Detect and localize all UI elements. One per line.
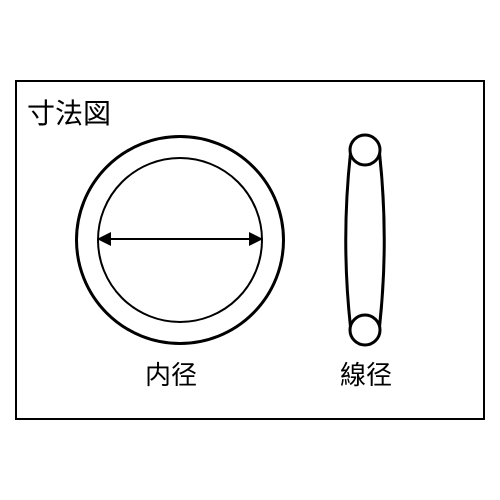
side-left-arc (346, 153, 351, 327)
side-bottom-circle (350, 315, 380, 345)
diagram-title: 寸法図 (27, 92, 111, 132)
oring-side-view (335, 133, 395, 347)
side-top-circle (350, 135, 380, 165)
inner-diameter-label: 内径 (145, 355, 197, 392)
inner-diameter-dimension-line (99, 238, 261, 240)
side-view-svg (335, 133, 395, 347)
wire-diameter-label: 線径 (340, 355, 392, 392)
arrow-right-icon (249, 232, 263, 246)
diagram-container: 寸法図 内径 線径 (15, 80, 485, 420)
ring-inner-circle (97, 157, 263, 323)
side-right-arc (380, 153, 385, 327)
